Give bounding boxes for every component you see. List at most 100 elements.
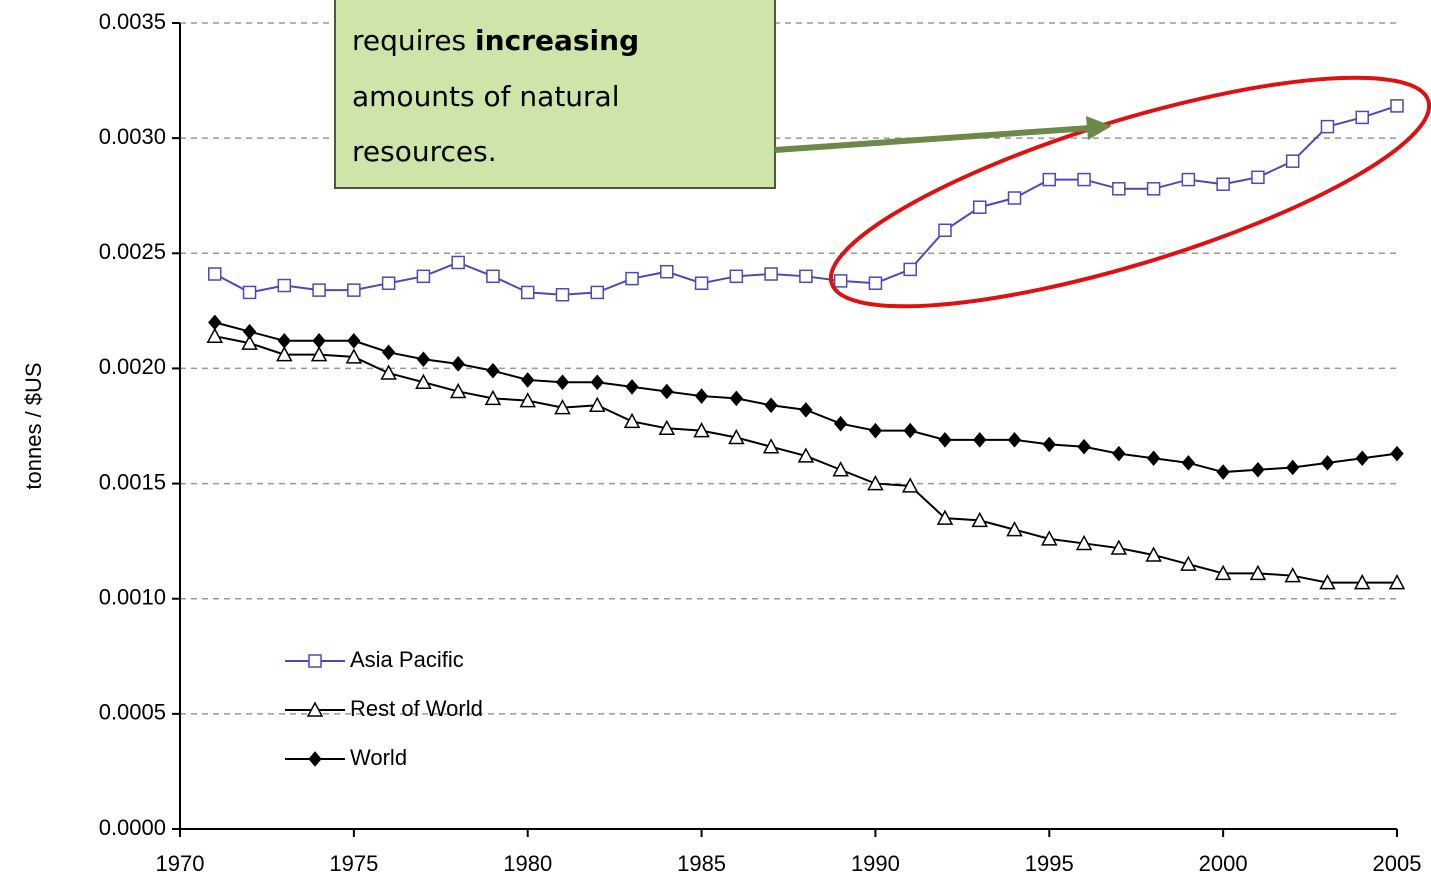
marker — [867, 474, 884, 491]
annotation-arrowhead — [1086, 116, 1112, 140]
marker — [484, 389, 502, 406]
marker — [449, 382, 467, 399]
annotation-bold: increasing — [475, 24, 639, 57]
marker — [625, 271, 639, 286]
marker — [693, 422, 710, 438]
marker — [486, 269, 500, 284]
marker — [277, 333, 291, 349]
marker — [380, 364, 397, 380]
marker — [1284, 567, 1301, 583]
marker — [1075, 534, 1093, 551]
marker — [451, 356, 465, 372]
x-tick-label: 2005 — [1373, 851, 1422, 876]
y-tick-label: 0.0025 — [99, 239, 166, 264]
marker — [589, 396, 606, 413]
highlight-ellipse — [828, 75, 1431, 309]
marker — [1112, 182, 1126, 196]
marker — [241, 334, 258, 350]
y-tick-label: 0.0020 — [99, 354, 166, 379]
marker — [1181, 455, 1196, 471]
marker — [381, 276, 396, 290]
marker — [347, 283, 361, 297]
y-tick-label: 0.0015 — [99, 469, 166, 494]
marker — [486, 362, 500, 379]
marker — [554, 398, 571, 415]
marker — [936, 509, 954, 525]
marker — [206, 327, 224, 343]
marker — [521, 372, 535, 388]
marker — [1146, 182, 1161, 196]
legend-label: Rest of World — [350, 696, 483, 721]
y-tick-label: 0.0030 — [99, 124, 166, 149]
marker — [312, 333, 326, 349]
annotation-box — [334, 0, 776, 189]
marker — [590, 285, 605, 300]
marker — [799, 402, 813, 418]
marker — [1285, 154, 1300, 168]
marker — [1112, 445, 1126, 462]
legend-marker — [308, 654, 322, 668]
x-tick-label: 1985 — [677, 851, 726, 876]
marker — [1214, 564, 1232, 581]
marker — [764, 397, 778, 414]
x-tick-label: 1975 — [329, 851, 378, 876]
legend-label: World — [350, 745, 407, 770]
marker — [799, 269, 813, 284]
marker — [1390, 99, 1404, 113]
marker — [901, 477, 919, 493]
marker — [833, 415, 848, 432]
marker — [416, 351, 431, 367]
marker — [694, 276, 709, 290]
marker — [520, 285, 535, 300]
marker — [1180, 555, 1197, 571]
marker — [451, 255, 465, 270]
y-tick-label: 0.0010 — [99, 585, 166, 610]
marker — [1216, 177, 1230, 191]
marker — [310, 346, 328, 362]
marker — [1077, 172, 1091, 187]
y-axis-label: tonnes / $US — [21, 362, 46, 489]
marker — [1077, 438, 1091, 455]
marker — [276, 346, 293, 362]
marker — [242, 285, 257, 300]
marker — [242, 323, 257, 340]
marker — [1388, 574, 1406, 590]
marker — [519, 392, 536, 408]
marker — [1286, 459, 1300, 476]
marker — [1007, 432, 1022, 448]
marker — [381, 344, 396, 361]
marker — [625, 379, 639, 395]
marker — [1216, 464, 1230, 480]
y-tick-label: 0.0000 — [99, 815, 166, 840]
annotation-arrow — [774, 125, 1091, 153]
marker — [903, 422, 917, 439]
marker — [868, 276, 883, 290]
marker — [312, 283, 326, 297]
marker — [832, 461, 849, 477]
marker — [416, 269, 431, 284]
marker — [660, 383, 674, 400]
marker — [1007, 191, 1022, 205]
marker — [797, 447, 815, 463]
x-tick-label: 2000 — [1199, 851, 1248, 876]
marker — [973, 432, 987, 448]
marker — [972, 200, 987, 214]
marker — [1355, 110, 1369, 125]
marker — [208, 314, 222, 331]
marker — [1251, 170, 1265, 185]
marker — [1042, 436, 1056, 453]
y-tick-label: 0.0035 — [99, 9, 166, 34]
annotation-text: requires — [352, 24, 475, 57]
marker — [971, 511, 988, 528]
annotation-text: amounts of natural — [352, 80, 620, 113]
marker — [208, 267, 222, 281]
marker — [1181, 172, 1196, 187]
marker — [729, 269, 744, 284]
x-tick-label: 1990 — [851, 851, 900, 876]
marker — [1146, 450, 1161, 467]
x-tick-label: 1970 — [156, 851, 205, 876]
marker — [590, 374, 604, 391]
marker — [345, 348, 363, 364]
